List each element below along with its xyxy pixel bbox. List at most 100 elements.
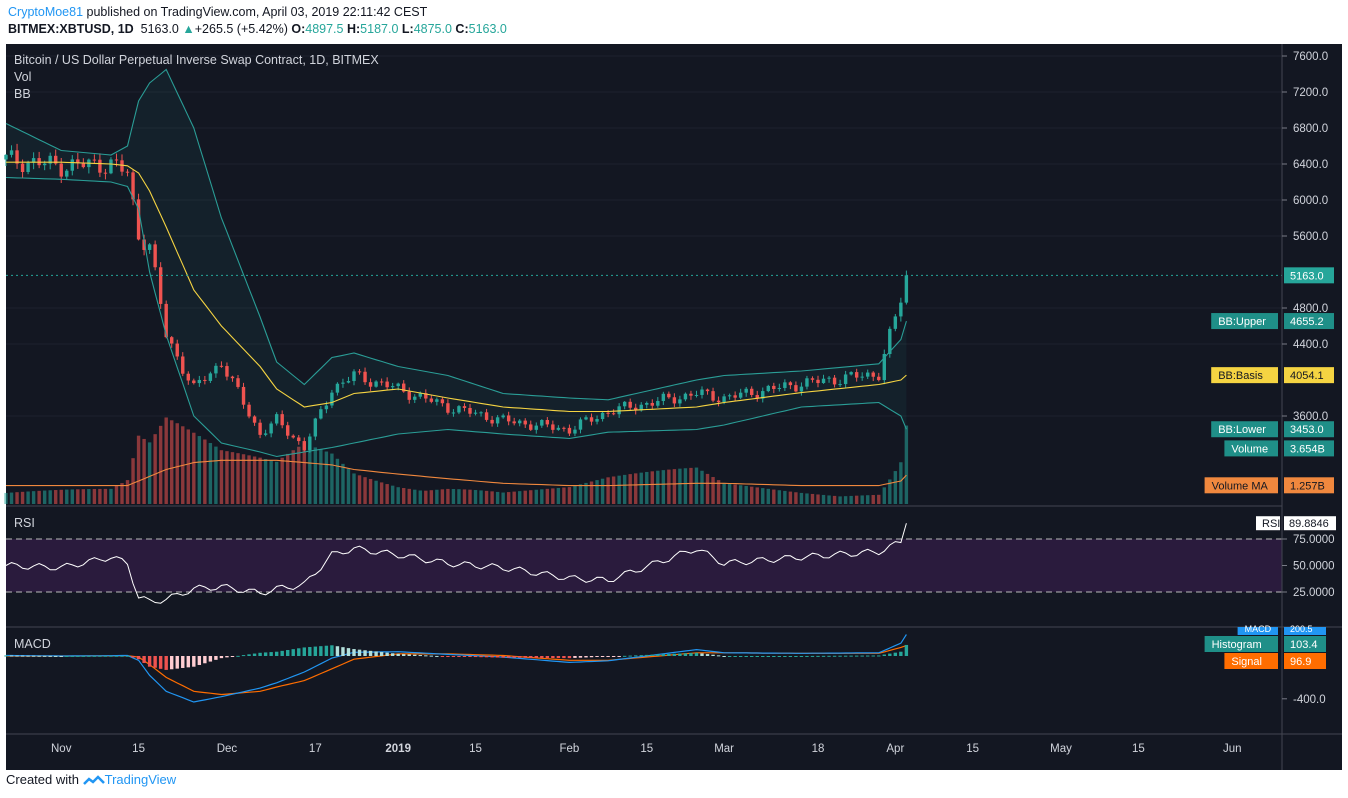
candle-body[interactable] [59, 163, 63, 177]
candle-body[interactable] [866, 372, 870, 377]
candle-body[interactable] [832, 377, 837, 385]
candle-body[interactable] [357, 371, 362, 373]
candle-body[interactable] [70, 159, 74, 171]
candle-body[interactable] [418, 393, 422, 397]
candle-body[interactable] [308, 436, 312, 450]
candle-body[interactable] [407, 391, 411, 400]
candle-body[interactable] [81, 162, 86, 168]
candle-body[interactable] [335, 383, 340, 393]
candle-body[interactable] [20, 163, 25, 173]
candle-body[interactable] [656, 400, 660, 406]
candle-body[interactable] [324, 405, 329, 410]
candle-body[interactable] [153, 244, 157, 268]
candle-body[interactable] [230, 376, 235, 379]
chart-canvas[interactable]: Bitcoin / US Dollar Perpetual Inverse Sw… [0, 44, 1348, 770]
candle-body[interactable] [667, 393, 671, 398]
candle-body[interactable] [750, 388, 754, 395]
candle-body[interactable] [600, 412, 605, 420]
candle-body[interactable] [48, 155, 52, 164]
candle-body[interactable] [42, 163, 47, 166]
candle-body[interactable] [181, 356, 185, 374]
candle-body[interactable] [617, 406, 621, 415]
rsi-legend[interactable]: RSI [14, 516, 35, 530]
candle-body[interactable] [440, 399, 445, 404]
candle-body[interactable] [556, 427, 561, 430]
candle-body[interactable] [319, 409, 323, 419]
candle-body[interactable] [551, 424, 555, 430]
candles[interactable] [4, 143, 909, 453]
candle-body[interactable] [263, 433, 268, 435]
candle-body[interactable] [203, 379, 207, 381]
candle-body[interactable] [678, 399, 682, 404]
candle-body[interactable] [280, 414, 284, 426]
candle-body[interactable] [722, 396, 726, 403]
candle-body[interactable] [766, 385, 770, 392]
tradingview-logo-icon[interactable] [82, 772, 105, 787]
macd-axis[interactable]: -400.0 MACD 200.5 Histogram 103.4 Signal 96.9 [1204, 624, 1326, 706]
candle-body[interactable] [120, 160, 124, 172]
candle-body[interactable] [877, 376, 881, 381]
candle-body[interactable] [291, 435, 295, 438]
candle-body[interactable] [816, 379, 820, 384]
candle-body[interactable] [368, 382, 373, 387]
candle-body[interactable] [142, 239, 146, 250]
candle-body[interactable] [385, 381, 389, 388]
candle-body[interactable] [810, 378, 815, 380]
candle-body[interactable] [374, 381, 378, 387]
candle-body[interactable] [379, 381, 384, 383]
candle-body[interactable] [490, 419, 494, 424]
candle-body[interactable] [788, 382, 793, 386]
candle-body[interactable] [843, 374, 848, 385]
candle-body[interactable] [274, 414, 279, 424]
candle-body[interactable] [136, 199, 141, 240]
candle-body[interactable] [330, 392, 334, 406]
candle-body[interactable] [711, 391, 715, 401]
candle-body[interactable] [286, 425, 290, 436]
candle-body[interactable] [479, 412, 483, 414]
candle-body[interactable] [639, 404, 643, 411]
candle-body[interactable] [9, 150, 14, 155]
candle-body[interactable] [413, 396, 417, 400]
candle-body[interactable] [849, 372, 853, 375]
candle-body[interactable] [589, 417, 594, 422]
candle-body[interactable] [495, 417, 500, 424]
author-link[interactable]: CryptoMoe81 [8, 5, 84, 19]
candle-body[interactable] [98, 159, 102, 173]
candle-body[interactable] [297, 437, 301, 442]
candle-body[interactable] [838, 384, 842, 386]
candle-body[interactable] [689, 393, 693, 396]
candle-body[interactable] [694, 394, 699, 396]
candle-body[interactable] [821, 378, 826, 384]
candle-body[interactable] [197, 379, 202, 384]
price-axis[interactable]: 7600.0 7200.0 6800.0 6400.0 6000.0 5600.0 4800… [1282, 51, 1328, 423]
candle-body[interactable] [650, 402, 654, 406]
candle-body[interactable] [854, 372, 859, 378]
candle-body[interactable] [799, 386, 804, 392]
candle-body[interactable] [225, 366, 229, 377]
candle-body[interactable] [501, 415, 505, 418]
candle-body[interactable] [92, 159, 97, 161]
candle-body[interactable] [777, 387, 782, 390]
candle-body[interactable] [540, 420, 544, 426]
candle-body[interactable] [827, 377, 831, 379]
candle-body[interactable] [424, 393, 428, 399]
candle-body[interactable] [484, 412, 489, 420]
candle-body[interactable] [402, 383, 406, 392]
candle-body[interactable] [247, 404, 251, 417]
candle-body[interactable] [131, 172, 135, 200]
candle-body[interactable] [529, 424, 533, 430]
candle-body[interactable] [208, 373, 213, 381]
candle-body[interactable] [186, 373, 190, 381]
candle-body[interactable] [241, 386, 246, 405]
candle-body[interactable] [236, 378, 240, 387]
candle-body[interactable] [645, 402, 649, 405]
candle-body[interactable] [65, 170, 69, 177]
candle-body[interactable] [534, 425, 538, 430]
candle-body[interactable] [893, 316, 898, 329]
candle-body[interactable] [567, 427, 572, 434]
candle-body[interactable] [578, 419, 583, 430]
candle-body[interactable] [258, 422, 262, 435]
candle-body[interactable] [805, 378, 809, 387]
candle-body[interactable] [628, 401, 632, 408]
candle-body[interactable] [313, 418, 318, 437]
